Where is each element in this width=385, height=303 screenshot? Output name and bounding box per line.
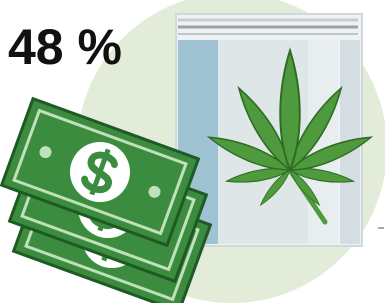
page: {"headline": {"text": "48 %"}} [0,0,385,303]
headline: 48 % [8,19,122,75]
illustration: 48 % [0,0,385,303]
